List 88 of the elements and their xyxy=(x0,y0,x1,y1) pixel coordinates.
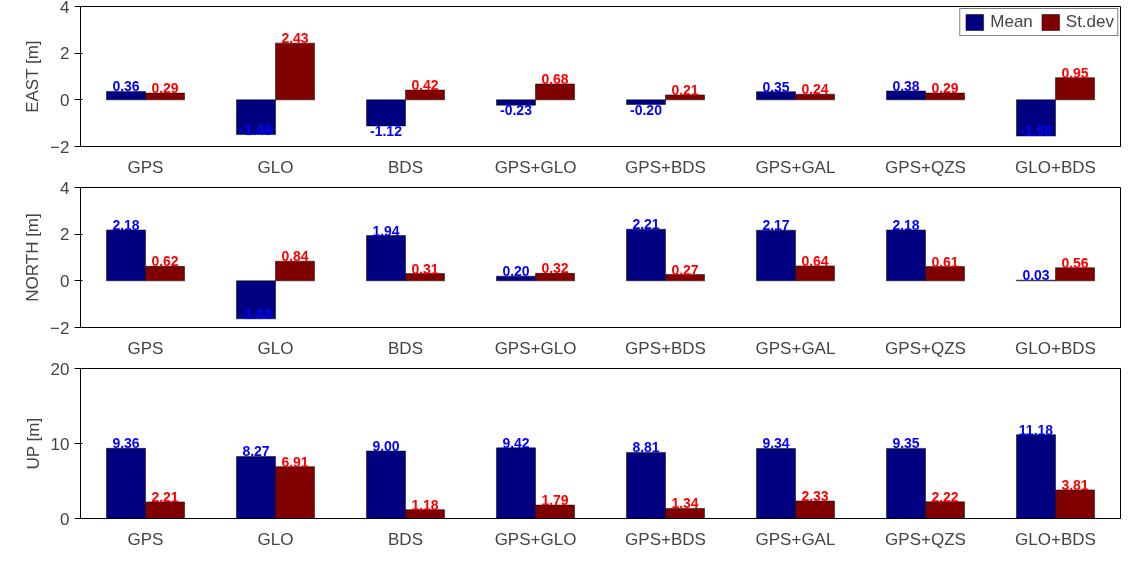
y-tick-label: 2 xyxy=(60,225,70,245)
y-axis-title: NORTH [m] xyxy=(23,213,43,302)
x-tick-label: GPS+GLO xyxy=(494,529,577,549)
data-label: 2.33 xyxy=(801,488,829,505)
data-label: 1.34 xyxy=(671,495,699,512)
data-label: -0.20 xyxy=(630,101,663,118)
x-tick-label: GPS+GAL xyxy=(755,338,836,358)
data-label: 3.81 xyxy=(1061,476,1089,493)
x-tick-label: GLO+BDS xyxy=(1015,338,1096,358)
data-label: 1.18 xyxy=(411,496,439,513)
data-label: 0.61 xyxy=(931,253,959,270)
data-label: 0.84 xyxy=(281,248,309,265)
x-tick-label: GPS+QZS xyxy=(885,157,966,177)
data-label: 0.35 xyxy=(762,78,790,95)
data-label: 0.03 xyxy=(1022,267,1050,284)
data-label: 0.20 xyxy=(502,263,530,280)
x-tick-label: GLO+BDS xyxy=(1015,157,1096,177)
data-label: 9.42 xyxy=(502,434,530,451)
data-label: -0.23 xyxy=(500,102,533,119)
data-label: -1.63 xyxy=(240,305,273,322)
y-tick-label: −2 xyxy=(50,318,70,338)
data-label: 0.42 xyxy=(411,77,439,94)
data-label: 0.29 xyxy=(151,80,179,97)
data-label: 11.18 xyxy=(1018,421,1054,438)
x-tick-label: GPS+BDS xyxy=(625,338,706,358)
data-label: 0.24 xyxy=(801,81,829,98)
data-label: 0.31 xyxy=(411,260,439,277)
data-label: 0.64 xyxy=(801,252,829,269)
y-tick-label: 4 xyxy=(60,0,70,17)
data-label: 9.36 xyxy=(112,435,140,452)
data-label: 0.95 xyxy=(1061,64,1089,81)
data-label: 0.36 xyxy=(112,78,140,95)
data-label: -1.49 xyxy=(240,121,273,138)
x-tick-label: GPS xyxy=(127,157,164,177)
data-label: 0.27 xyxy=(671,261,699,278)
data-label: 8.27 xyxy=(242,443,270,460)
x-tick-label: GLO xyxy=(257,157,294,177)
y-tick-label: 20 xyxy=(50,359,70,379)
x-tick-label: GLO xyxy=(257,529,294,549)
x-tick-label: GPS+BDS xyxy=(625,529,706,549)
legend-label: Mean xyxy=(990,12,1033,32)
x-tick-label: GPS+GAL xyxy=(755,157,836,177)
y-tick-label: 2 xyxy=(60,44,70,64)
y-tick-label: 0 xyxy=(60,90,70,110)
data-label: 2.21 xyxy=(632,216,660,233)
data-label: -1.12 xyxy=(370,122,403,139)
data-label: 0.29 xyxy=(931,80,959,97)
data-label: 8.81 xyxy=(632,439,660,456)
data-label: -1.55 xyxy=(1020,123,1053,139)
data-label: 2.22 xyxy=(931,488,959,505)
y-axis-title: EAST [m] xyxy=(23,40,43,113)
x-tick-label: GPS+GAL xyxy=(755,529,836,549)
data-label: 2.43 xyxy=(281,30,309,47)
data-label: 0.38 xyxy=(892,77,920,94)
x-tick-label: GPS+GLO xyxy=(494,157,577,177)
x-tick-label: GPS+GLO xyxy=(494,338,577,358)
data-label: 2.17 xyxy=(762,217,790,234)
x-tick-label: GPS xyxy=(127,529,164,549)
x-tick-label: GPS+QZS xyxy=(885,338,966,358)
data-label: 0.32 xyxy=(541,260,569,277)
data-label: 0.68 xyxy=(541,70,569,87)
x-tick-label: BDS xyxy=(388,338,423,358)
x-tick-label: BDS xyxy=(388,157,423,177)
data-label: 2.18 xyxy=(892,216,920,233)
x-tick-label: GPS xyxy=(127,338,164,358)
x-tick-label: GLO xyxy=(257,338,294,358)
y-tick-label: 10 xyxy=(50,434,70,454)
y-tick-label: −2 xyxy=(50,137,70,157)
y-tick-label: 0 xyxy=(60,271,70,291)
legend-label: St.dev xyxy=(1065,12,1114,32)
data-label: 2.21 xyxy=(151,488,179,505)
data-label: 0.56 xyxy=(1061,254,1089,271)
data-label: 9.00 xyxy=(372,438,400,454)
y-tick-label: 4 xyxy=(60,178,70,198)
data-label: 0.62 xyxy=(151,253,179,270)
data-label: 0.21 xyxy=(671,81,699,98)
data-label: 9.35 xyxy=(892,435,920,452)
x-tick-label: GPS+BDS xyxy=(625,157,706,177)
data-label: 1.79 xyxy=(541,492,569,509)
x-tick-label: BDS xyxy=(388,529,423,549)
x-tick-label: GPS+QZS xyxy=(885,529,966,549)
data-label: 9.34 xyxy=(762,435,790,452)
y-tick-label: 0 xyxy=(60,509,70,529)
data-label: 6.91 xyxy=(281,453,309,470)
data-label: 2.18 xyxy=(112,216,140,233)
data-label: 1.94 xyxy=(372,222,400,239)
x-tick-label: GLO+BDS xyxy=(1015,529,1096,549)
y-axis-title: UP [m] xyxy=(23,417,43,470)
